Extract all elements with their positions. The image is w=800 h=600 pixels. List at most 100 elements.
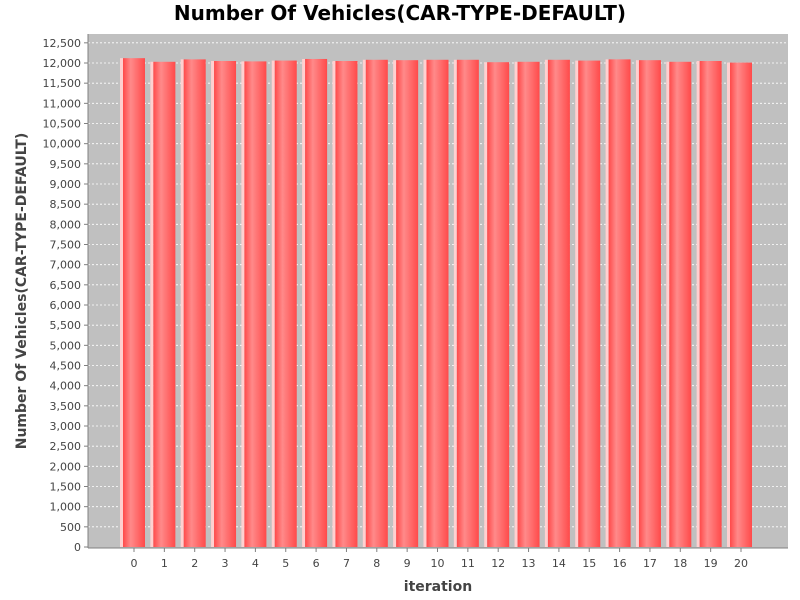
bar-edge bbox=[423, 59, 427, 547]
x-tick-label: 2 bbox=[191, 557, 198, 570]
bar-edge bbox=[605, 59, 609, 548]
x-tick-label: 13 bbox=[522, 557, 536, 570]
x-tick-label: 8 bbox=[373, 557, 380, 570]
x-tick-label: 20 bbox=[734, 557, 748, 570]
x-tick-label: 1 bbox=[161, 557, 168, 570]
bar-edge bbox=[484, 62, 488, 548]
bar-edge bbox=[575, 60, 579, 547]
bar-edge bbox=[150, 61, 154, 547]
y-axis-ticks: 0 500 1,000 1,500 2,000 2,500 3,000 3,500 4,000 4… bbox=[43, 37, 88, 554]
bar-2 bbox=[180, 59, 206, 548]
bar bbox=[426, 59, 449, 547]
bar-edge bbox=[211, 60, 215, 547]
x-tick-label: 15 bbox=[582, 557, 596, 570]
bar bbox=[456, 59, 479, 547]
y-tick-label: 7,500 bbox=[50, 239, 82, 252]
y-tick-label: 2,500 bbox=[50, 440, 82, 453]
y-tick-label: 8,500 bbox=[50, 198, 82, 211]
x-tick-label: 17 bbox=[643, 557, 657, 570]
bar bbox=[638, 60, 661, 547]
chart-title: Number Of Vehicles(CAR-TYPE-DEFAULT) bbox=[174, 1, 626, 25]
y-tick-label: 6,500 bbox=[50, 279, 82, 292]
y-tick-label: 11,500 bbox=[43, 77, 82, 90]
bar-20 bbox=[727, 62, 752, 547]
y-tick-label: 500 bbox=[60, 521, 81, 534]
bar bbox=[730, 62, 752, 547]
bar-3 bbox=[211, 60, 237, 547]
bar-9 bbox=[393, 60, 419, 547]
y-tick-label: 11,000 bbox=[43, 97, 82, 110]
bar bbox=[578, 60, 601, 547]
bar bbox=[183, 59, 206, 548]
bar bbox=[608, 59, 631, 548]
y-tick-label: 12,500 bbox=[43, 37, 82, 50]
bar-edge bbox=[727, 62, 730, 547]
bar-edge bbox=[393, 60, 397, 547]
bar-edge bbox=[544, 59, 548, 547]
bar bbox=[214, 60, 237, 547]
y-tick-label: 1,000 bbox=[50, 501, 82, 514]
y-tick-label: 6,000 bbox=[50, 299, 82, 312]
x-tick-label: 9 bbox=[404, 557, 411, 570]
bar-11 bbox=[453, 59, 479, 547]
bar-7 bbox=[332, 60, 358, 547]
bar bbox=[335, 60, 358, 547]
bars bbox=[120, 58, 752, 548]
bar-edge bbox=[180, 59, 184, 548]
bar-edge bbox=[514, 61, 518, 547]
bar-edge bbox=[241, 61, 245, 548]
y-tick-label: 12,000 bbox=[43, 57, 82, 70]
bar-0 bbox=[120, 58, 145, 547]
bar-19 bbox=[696, 60, 722, 547]
y-tick-label: 4,500 bbox=[50, 360, 82, 373]
x-tick-label: 4 bbox=[252, 557, 259, 570]
bar-12 bbox=[484, 62, 510, 548]
bar bbox=[699, 60, 722, 547]
bar-4 bbox=[241, 61, 267, 548]
bar-13 bbox=[514, 61, 540, 547]
y-tick-label: 5,500 bbox=[50, 319, 82, 332]
y-tick-label: 9,500 bbox=[50, 158, 82, 171]
bar-17 bbox=[635, 60, 661, 547]
x-tick-label: 3 bbox=[222, 557, 229, 570]
bar bbox=[305, 58, 328, 547]
bar-edge bbox=[332, 60, 336, 547]
y-tick-label: 5,000 bbox=[50, 339, 82, 352]
bar-edge bbox=[453, 59, 457, 547]
bar-edge bbox=[635, 60, 639, 547]
bar bbox=[669, 61, 692, 547]
y-tick-label: 10,000 bbox=[43, 138, 82, 151]
bar bbox=[547, 59, 570, 547]
bar-edge bbox=[120, 58, 123, 547]
bar-6 bbox=[302, 58, 328, 547]
x-tick-label: 14 bbox=[552, 557, 566, 570]
bar bbox=[123, 58, 145, 547]
bar-edge bbox=[362, 59, 366, 547]
y-tick-label: 9,000 bbox=[50, 178, 82, 191]
y-tick-label: 4,000 bbox=[50, 380, 82, 393]
bar bbox=[517, 61, 540, 547]
y-axis-label: Number Of Vehicles(CAR-TYPE-DEFAULT) bbox=[14, 133, 30, 450]
bar-edge bbox=[666, 61, 670, 547]
x-tick-label: 18 bbox=[673, 557, 687, 570]
bar bbox=[487, 62, 510, 548]
x-tick-label: 5 bbox=[282, 557, 289, 570]
y-tick-label: 1,500 bbox=[50, 481, 82, 494]
x-tick-label: 16 bbox=[613, 557, 627, 570]
x-tick-label: 6 bbox=[313, 557, 320, 570]
bar-18 bbox=[666, 61, 692, 547]
bar-edge bbox=[271, 60, 275, 547]
bar bbox=[396, 60, 419, 547]
bar-edge bbox=[302, 58, 306, 547]
bar-5 bbox=[271, 60, 297, 547]
y-tick-label: 10,500 bbox=[43, 118, 82, 131]
x-axis-ticks: 0 1 2 3 4 5 6 7 8 9 10 11 12 13 14 15 16 17 18 19 20 bbox=[131, 548, 748, 570]
y-tick-label: 3,500 bbox=[50, 400, 82, 413]
x-axis-label: iteration bbox=[404, 579, 472, 595]
y-tick-label: 7,000 bbox=[50, 259, 82, 272]
x-tick-label: 10 bbox=[431, 557, 445, 570]
y-tick-label: 0 bbox=[74, 541, 81, 554]
x-tick-label: 19 bbox=[704, 557, 718, 570]
bar-10 bbox=[423, 59, 449, 547]
